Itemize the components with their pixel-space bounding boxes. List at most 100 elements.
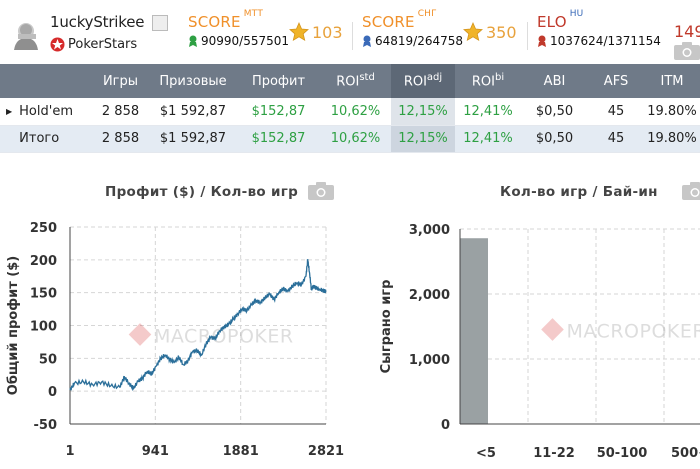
y-tick-label: 100 (30, 320, 57, 335)
y-tick-label: 3,000 (409, 223, 450, 238)
y-tick-label: 150 (30, 287, 57, 302)
cell-prize: $1 592,87 (149, 125, 237, 153)
header-sup: bi (494, 72, 505, 84)
medal-icon (189, 35, 197, 47)
row-label-text: Итого (19, 131, 60, 146)
score-cis-rank-value: 64819/264758 (375, 34, 464, 48)
score-cis-title[interactable]: SCORE СНГ (362, 9, 437, 31)
table-header[interactable]: ABI (521, 64, 588, 98)
header-label: ROI (471, 74, 495, 90)
copy-icon[interactable] (152, 15, 168, 31)
score-mtt-rank-value: 90990/557501 (201, 34, 290, 48)
table-header[interactable]: AFS (588, 64, 644, 98)
profile-header: 1uckyStrikee PokerStars SCORE МТТ 90990/5… (0, 0, 700, 64)
camera-icon[interactable] (308, 182, 334, 200)
y-tick-label: 0 (441, 418, 450, 433)
cell-roi-std: 10,62% (320, 125, 391, 153)
cell-games: 2 858 (92, 125, 149, 153)
profit-line-chart: 250 200 150 100 50 0 -50 1 941 1881 2821 Общий проф… (6, 221, 344, 459)
cell-roi-adj: 12,15% (391, 98, 455, 126)
elo-rank-value: 1037624/1371154 (550, 34, 661, 48)
x-tick-label: 1881 (223, 444, 259, 459)
table-header[interactable]: Профит (237, 64, 320, 98)
x-tick-label: 500+ (671, 446, 700, 461)
star-icon (289, 22, 309, 42)
watermark-logo-icon (541, 318, 564, 341)
table-total-row: ▶Итого 2 858 $1 592,87 $152,87 10,62% 12… (0, 125, 700, 153)
stats-table: Игры Призовые Профит ROIstd ROIadj ROIbi… (0, 64, 700, 153)
elo-rank: 1037624/1371154 (537, 34, 661, 48)
cell-roi-bi: 12,41% (455, 98, 521, 126)
header-sup: adj (426, 72, 443, 84)
score-cis-rank: 64819/264758 (362, 34, 463, 48)
score-cis-label: SCORE (362, 13, 415, 31)
cell-afs: 45 (588, 98, 644, 126)
table-header-empty (0, 64, 92, 98)
table-header[interactable]: Призовые (149, 64, 237, 98)
y-tick-label: 1,000 (409, 353, 450, 368)
score-cis-sub: СНГ (417, 9, 437, 19)
cell-roi-adj: 12,15% (391, 125, 455, 153)
table-header[interactable]: ITM (644, 64, 700, 98)
score-cis-value: 350 (486, 23, 517, 42)
header-label: AFS (603, 73, 629, 89)
chart-profit-title: Профит ($) / Кол-во игр (105, 184, 299, 200)
cell-abi: $0,50 (521, 125, 588, 153)
medal-icon (538, 35, 546, 47)
cell-roi-bi: 12,41% (455, 125, 521, 153)
row-label-text: Hold'em (19, 103, 73, 119)
table-row[interactable]: ▶ Hold'em 2 858 $1 592,87 $152,87 10,62% … (0, 98, 700, 126)
username[interactable]: 1uckyStrikee (50, 13, 145, 31)
header-label: ROI (403, 74, 427, 90)
score-mtt-rank: 90990/557501 (188, 34, 289, 48)
x-tick-label: 941 (142, 444, 169, 459)
table-header-row: Игры Призовые Профит ROIstd ROIadj ROIbi… (0, 64, 700, 98)
elo-hu-title[interactable]: ELO HU (537, 9, 583, 31)
cell-profit: $152,87 (237, 98, 320, 126)
watermark-logo-icon (128, 323, 152, 346)
header-label: Профит (251, 73, 306, 89)
chart-buyin-title: Кол-во игр / Бай-ин (500, 184, 658, 200)
avatar (14, 23, 38, 50)
x-tick-label: 50-100 (597, 446, 648, 461)
table-header[interactable]: Игры (92, 64, 149, 98)
cell-itm: 19.80% (644, 98, 700, 126)
elo-value: 1490. (674, 22, 700, 41)
elo-sub: HU (569, 9, 584, 19)
header-sup: std (359, 72, 375, 84)
header-label: Игры (102, 73, 139, 89)
table-header[interactable]: ROIstd (320, 64, 391, 98)
table-header[interactable]: ROIbi (455, 64, 521, 98)
y-axis-label: Сыграно игр (379, 280, 394, 374)
row-label[interactable]: ▶ Hold'em (0, 98, 92, 126)
divider (352, 22, 353, 50)
score-mtt-title[interactable]: SCORE МТТ (188, 9, 263, 31)
watermark-text: MACROPOKER (567, 321, 700, 343)
score-mtt-value: 103 (312, 23, 343, 42)
bar (460, 238, 488, 424)
y-tick-label: 50 (39, 352, 57, 367)
y-axis-label: Общий профит ($) (6, 256, 21, 395)
y-tick-label: -50 (34, 418, 58, 433)
camera-icon[interactable] (682, 182, 700, 200)
x-tick-label: 1 (65, 444, 74, 459)
cell-afs: 45 (588, 125, 644, 153)
buyin-bar-chart: 3,000 2,000 1,000 0 <5 11-22 50-100 500+ Сыграно… (379, 223, 700, 461)
watermark-text: MACROPOKER (154, 326, 294, 348)
profit-series-line (69, 259, 327, 392)
expand-caret-icon[interactable]: ▶ (6, 106, 13, 116)
y-tick-label: 200 (30, 254, 57, 269)
cell-abi: $0,50 (521, 98, 588, 126)
divider (527, 22, 528, 50)
pokerstars-logo-icon (50, 37, 65, 52)
watermark: MACROPOKER (541, 318, 700, 343)
star-icon (463, 22, 483, 42)
cell-roi-std: 10,62% (320, 98, 391, 126)
camera-icon[interactable] (674, 42, 700, 60)
cell-prize: $1 592,87 (149, 98, 237, 126)
y-tick-label: 2,000 (409, 288, 450, 303)
y-tick-label: 250 (30, 221, 57, 236)
score-mtt-label: SCORE (188, 13, 241, 31)
x-tick-label: <5 (476, 446, 496, 461)
table-header-sorted[interactable]: ROIadj (391, 64, 455, 98)
